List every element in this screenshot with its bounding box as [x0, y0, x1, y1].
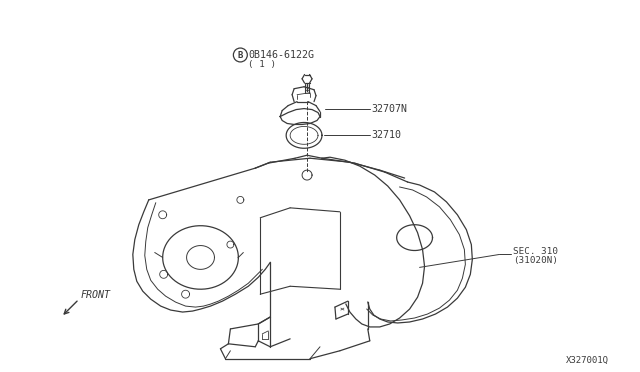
Text: ( 1 ): ( 1 ): [248, 60, 276, 70]
Text: 0B146-6122G: 0B146-6122G: [248, 50, 314, 60]
Text: SEC. 310: SEC. 310: [513, 247, 558, 256]
Text: 32710: 32710: [372, 130, 402, 140]
Text: (31020N): (31020N): [513, 256, 558, 265]
Text: 32707N: 32707N: [372, 103, 408, 113]
Text: FRONT: FRONT: [81, 290, 111, 300]
Text: B: B: [237, 51, 243, 60]
Text: X327001Q: X327001Q: [566, 356, 609, 365]
